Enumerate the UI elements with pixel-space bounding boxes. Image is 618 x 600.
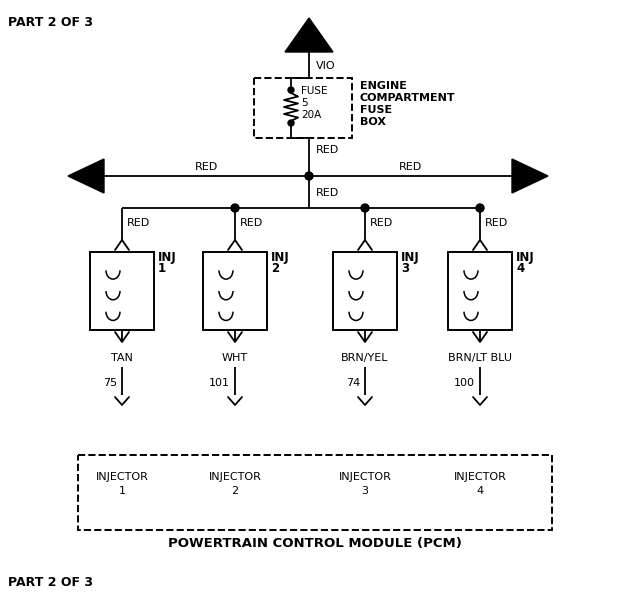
Text: A: A (303, 28, 315, 46)
Text: RED: RED (240, 218, 263, 228)
Circle shape (288, 87, 294, 93)
Text: TAN: TAN (111, 353, 133, 363)
Text: 20A: 20A (301, 110, 321, 120)
Text: 5: 5 (301, 98, 308, 108)
Text: 101: 101 (209, 378, 230, 388)
Text: 1: 1 (158, 263, 166, 275)
Circle shape (361, 204, 369, 212)
Text: INJ: INJ (516, 251, 535, 265)
Text: 2: 2 (231, 486, 239, 496)
Circle shape (288, 120, 294, 126)
Text: BRN/YEL: BRN/YEL (341, 353, 389, 363)
Text: RED: RED (127, 218, 150, 228)
Text: 75: 75 (103, 378, 117, 388)
Text: 3: 3 (401, 263, 409, 275)
Text: 1: 1 (119, 486, 125, 496)
Text: 100: 100 (454, 378, 475, 388)
Circle shape (305, 172, 313, 180)
Text: 4: 4 (476, 486, 483, 496)
Bar (333, 252, 397, 330)
Text: VIO: VIO (316, 61, 336, 71)
Circle shape (476, 204, 484, 212)
Text: RED: RED (316, 188, 339, 198)
Text: ENGINE: ENGINE (360, 81, 407, 91)
Text: INJ: INJ (271, 251, 290, 265)
Bar (90, 252, 154, 330)
Text: INJECTOR: INJECTOR (96, 472, 148, 482)
Text: INJ: INJ (158, 251, 177, 265)
Text: 74: 74 (345, 378, 360, 388)
Text: RED: RED (316, 145, 339, 155)
Text: POWERTRAIN CONTROL MODULE (PCM): POWERTRAIN CONTROL MODULE (PCM) (168, 538, 462, 551)
Text: PART 2 OF 3: PART 2 OF 3 (8, 16, 93, 29)
Text: 2: 2 (271, 263, 279, 275)
Text: RED: RED (195, 162, 218, 172)
Text: RED: RED (485, 218, 508, 228)
Bar (203, 252, 267, 330)
Text: WHT: WHT (222, 353, 248, 363)
Text: FUSE: FUSE (360, 105, 392, 115)
Text: 3: 3 (362, 486, 368, 496)
Text: RED: RED (399, 162, 421, 172)
Circle shape (231, 204, 239, 212)
Text: INJ: INJ (401, 251, 420, 265)
Text: BOX: BOX (360, 117, 386, 127)
Text: INJECTOR: INJECTOR (339, 472, 391, 482)
Text: BRN/LT BLU: BRN/LT BLU (448, 353, 512, 363)
Text: PART 2 OF 3: PART 2 OF 3 (8, 575, 93, 589)
Polygon shape (285, 18, 333, 52)
Text: B: B (82, 167, 95, 185)
Bar (448, 252, 512, 330)
Text: COMPARTMENT: COMPARTMENT (360, 93, 455, 103)
Text: INJECTOR: INJECTOR (208, 472, 261, 482)
Text: C: C (522, 167, 534, 185)
Text: FUSE: FUSE (301, 86, 328, 96)
Polygon shape (512, 159, 548, 193)
Text: RED: RED (370, 218, 393, 228)
Text: 4: 4 (516, 263, 524, 275)
Polygon shape (68, 159, 104, 193)
Text: INJECTOR: INJECTOR (454, 472, 506, 482)
